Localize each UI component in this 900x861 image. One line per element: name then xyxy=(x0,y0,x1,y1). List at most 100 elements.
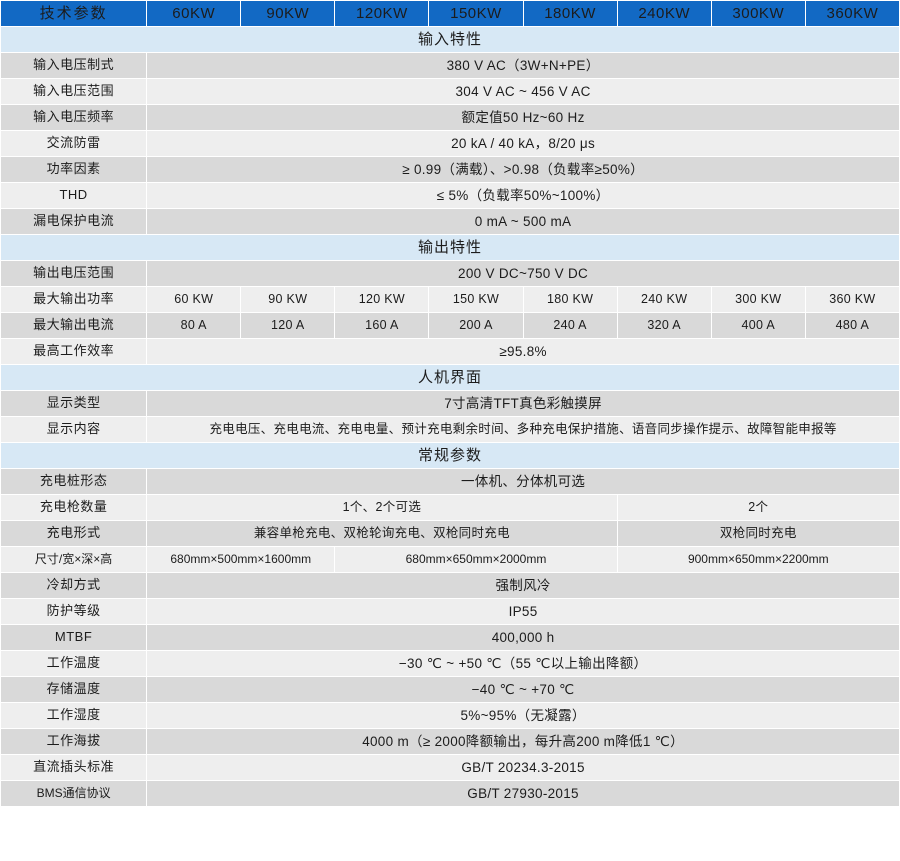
table-row: 充电形式 兼容单枪充电、双枪轮询充电、双枪同时充电 双枪同时充电 xyxy=(0,520,900,547)
table-row: 最高工作效率 ≥95.8% xyxy=(0,338,900,365)
header-cell-model-3: 150KW xyxy=(428,0,524,27)
row-label: 功率因素 xyxy=(0,156,148,183)
row-value-cell: 300 KW xyxy=(710,286,806,313)
table-row: 输入电压频率 额定值50 Hz~60 Hz xyxy=(0,104,900,131)
row-value-cell: IP55 xyxy=(146,598,900,625)
table-row: 存储温度 −40 ℃ ~ +70 ℃ xyxy=(0,676,900,703)
row-label: 输出电压范围 xyxy=(0,260,148,287)
row-value-cell: ≤ 5%（负载率50%~100%） xyxy=(146,182,900,209)
row-label: 最大输出功率 xyxy=(0,286,148,313)
row-value-cell: 304 V AC ~ 456 V AC xyxy=(146,78,900,105)
row-label: 工作湿度 xyxy=(0,702,148,729)
row-value-cell: 150 KW xyxy=(428,286,524,313)
row-label: 最高工作效率 xyxy=(0,338,148,365)
section-title: 输入特性 xyxy=(0,26,900,53)
row-label: 直流插头标准 xyxy=(0,754,148,781)
header-cell-model-1: 90KW xyxy=(240,0,336,27)
table-row: 工作温度 −30 ℃ ~ +50 ℃（55 ℃以上输出降额） xyxy=(0,650,900,677)
row-value-cell: 360 KW xyxy=(804,286,900,313)
table-header-row: 技术参数 60KW 90KW 120KW 150KW 180KW 240KW 3… xyxy=(0,0,900,27)
table-row: 显示类型 7寸高清TFT真色彩触摸屏 xyxy=(0,390,900,417)
row-value-cell: 0 mA ~ 500 mA xyxy=(146,208,900,235)
table-row: 尺寸/宽×深×高 680mm×500mm×1600mm 680mm×650mm×20… xyxy=(0,546,900,573)
row-value-cell: −30 ℃ ~ +50 ℃（55 ℃以上输出降额） xyxy=(146,650,900,677)
row-label: 充电桩形态 xyxy=(0,468,148,495)
row-value-cell: −40 ℃ ~ +70 ℃ xyxy=(146,676,900,703)
row-label: MTBF xyxy=(0,624,148,651)
section-header-row: 人机界面 xyxy=(0,364,900,391)
row-value-cell: 900mm×650mm×2200mm xyxy=(616,546,900,573)
row-value-cell: 兼容单枪充电、双枪轮询充电、双枪同时充电 xyxy=(146,520,618,547)
row-value-cell: 200 A xyxy=(428,312,524,339)
row-label: 交流防雷 xyxy=(0,130,148,157)
header-cell-parameter: 技术参数 xyxy=(0,0,148,27)
table-row: 冷却方式 强制风冷 xyxy=(0,572,900,599)
row-value-cell: 120 A xyxy=(240,312,336,339)
header-cell-model-0: 60KW xyxy=(146,0,242,27)
table-row: 输入电压范围 304 V AC ~ 456 V AC xyxy=(0,78,900,105)
section-title: 人机界面 xyxy=(0,364,900,391)
table-row: 漏电保护电流 0 mA ~ 500 mA xyxy=(0,208,900,235)
header-cell-model-2: 120KW xyxy=(334,0,430,27)
row-label: 充电枪数量 xyxy=(0,494,148,521)
row-label: 输入电压范围 xyxy=(0,78,148,105)
row-label: 冷却方式 xyxy=(0,572,148,599)
header-cell-model-4: 180KW xyxy=(522,0,618,27)
row-label: BMS通信协议 xyxy=(0,780,148,807)
row-value-cell: 充电电压、充电电流、充电电量、预计充电剩余时间、多种充电保护措施、语音同步操作提… xyxy=(146,416,900,443)
table-row: BMS通信协议 GB/T 27930-2015 xyxy=(0,780,900,807)
row-value-cell: 20 kA / 40 kA，8/20 μs xyxy=(146,130,900,157)
row-label: 漏电保护电流 xyxy=(0,208,148,235)
row-label: 存储温度 xyxy=(0,676,148,703)
row-label: 尺寸/宽×深×高 xyxy=(0,546,148,573)
section-header-row: 常规参数 xyxy=(0,442,900,469)
section-header-row: 输入特性 xyxy=(0,26,900,53)
header-cell-model-6: 300KW xyxy=(710,0,806,27)
row-value-cell: 380 V AC（3W+N+PE） xyxy=(146,52,900,79)
table-row: 直流插头标准 GB/T 20234.3-2015 xyxy=(0,754,900,781)
row-value-cell: 160 A xyxy=(334,312,430,339)
row-value-cell: 1个、2个可选 xyxy=(146,494,618,521)
table-row: 显示内容 充电电压、充电电流、充电电量、预计充电剩余时间、多种充电保护措施、语音同… xyxy=(0,416,900,443)
row-label: 最大输出电流 xyxy=(0,312,148,339)
table-row: THD ≤ 5%（负载率50%~100%） xyxy=(0,182,900,209)
row-label: 显示内容 xyxy=(0,416,148,443)
row-value-cell: ≥95.8% xyxy=(146,338,900,365)
row-label: 工作温度 xyxy=(0,650,148,677)
row-value-cell: 双枪同时充电 xyxy=(616,520,900,547)
row-value-cell: 7寸高清TFT真色彩触摸屏 xyxy=(146,390,900,417)
table-row: 工作海拔 4000 m（≥ 2000降额输出，每升高200 m降低1 ℃） xyxy=(0,728,900,755)
row-value-cell: ≥ 0.99（满载）、>0.98（负载率≥50%） xyxy=(146,156,900,183)
row-value-cell: 一体机、分体机可选 xyxy=(146,468,900,495)
row-value-cell: 400 A xyxy=(710,312,806,339)
row-label: 显示类型 xyxy=(0,390,148,417)
row-value-cell: 320 A xyxy=(616,312,712,339)
row-value-cell: 200 V DC~750 V DC xyxy=(146,260,900,287)
section-header-row: 输出特性 xyxy=(0,234,900,261)
row-value-cell: 120 KW xyxy=(334,286,430,313)
table-row: 交流防雷 20 kA / 40 kA，8/20 μs xyxy=(0,130,900,157)
row-label: 充电形式 xyxy=(0,520,148,547)
row-value-cell: 5%~95%（无凝露） xyxy=(146,702,900,729)
header-cell-model-7: 360KW xyxy=(804,0,900,27)
row-value-cell: 额定值50 Hz~60 Hz xyxy=(146,104,900,131)
table-row: 输入电压制式 380 V AC（3W+N+PE） xyxy=(0,52,900,79)
table-row: 充电桩形态 一体机、分体机可选 xyxy=(0,468,900,495)
row-value-cell: 680mm×500mm×1600mm xyxy=(146,546,336,573)
row-label: 工作海拔 xyxy=(0,728,148,755)
row-value-cell: 4000 m（≥ 2000降额输出，每升高200 m降低1 ℃） xyxy=(146,728,900,755)
row-value-cell: 80 A xyxy=(146,312,242,339)
row-label: 输入电压制式 xyxy=(0,52,148,79)
row-value-cell: 240 KW xyxy=(616,286,712,313)
table-row: 最大输出电流 80 A 120 A 160 A 200 A 240 A 320 A 400 A… xyxy=(0,312,900,339)
row-value-cell: 2个 xyxy=(616,494,900,521)
table-row: MTBF 400,000 h xyxy=(0,624,900,651)
header-cell-model-5: 240KW xyxy=(616,0,712,27)
row-value-cell: 强制风冷 xyxy=(146,572,900,599)
row-label: 输入电压频率 xyxy=(0,104,148,131)
table-row: 工作湿度 5%~95%（无凝露） xyxy=(0,702,900,729)
section-title: 输出特性 xyxy=(0,234,900,261)
row-value-cell: 60 KW xyxy=(146,286,242,313)
row-value-cell: 90 KW xyxy=(240,286,336,313)
table-row: 充电枪数量 1个、2个可选 2个 xyxy=(0,494,900,521)
